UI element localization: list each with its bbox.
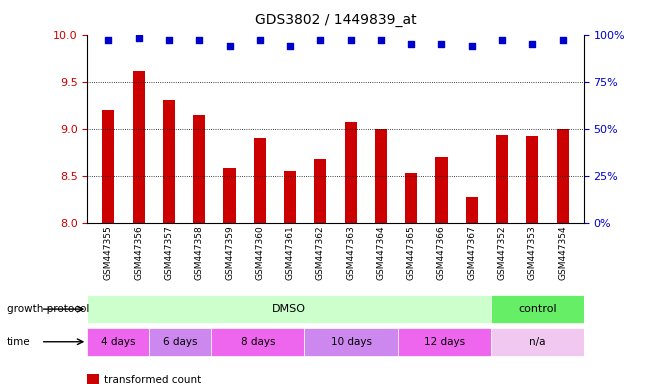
Bar — [163, 101, 175, 223]
Bar — [211, 328, 305, 356]
Bar — [133, 71, 145, 223]
Bar — [496, 135, 508, 223]
Text: 10 days: 10 days — [331, 337, 372, 347]
Bar — [284, 171, 296, 223]
Text: growth protocol: growth protocol — [7, 304, 89, 314]
Text: 8 days: 8 days — [241, 337, 275, 347]
Point — [436, 41, 447, 47]
Point — [134, 35, 144, 41]
Text: 6 days: 6 days — [163, 337, 197, 347]
Bar — [526, 136, 538, 223]
Bar — [150, 328, 211, 356]
Text: transformed count: transformed count — [104, 375, 201, 384]
Text: control: control — [518, 304, 556, 314]
Bar — [87, 328, 150, 356]
Point — [346, 37, 356, 43]
Bar — [405, 173, 417, 223]
Point — [285, 43, 295, 49]
Point — [315, 37, 325, 43]
Bar — [193, 114, 205, 223]
Text: n/a: n/a — [529, 337, 546, 347]
Point — [557, 37, 568, 43]
Text: 4 days: 4 days — [101, 337, 136, 347]
Bar — [87, 295, 491, 323]
Bar — [223, 168, 236, 223]
Text: GDS3802 / 1449839_at: GDS3802 / 1449839_at — [255, 13, 416, 27]
Bar — [435, 157, 448, 223]
Bar — [397, 328, 491, 356]
Point — [224, 43, 235, 49]
Bar — [254, 138, 266, 223]
Point — [406, 41, 417, 47]
Point — [194, 37, 205, 43]
Bar — [103, 110, 115, 223]
Text: DMSO: DMSO — [272, 304, 306, 314]
Point — [527, 41, 537, 47]
Bar — [375, 129, 387, 223]
Bar — [491, 328, 584, 356]
Point — [254, 37, 265, 43]
Bar — [556, 129, 568, 223]
Point — [376, 37, 386, 43]
Bar — [305, 328, 397, 356]
Bar — [345, 122, 357, 223]
Bar — [491, 295, 584, 323]
Text: time: time — [7, 337, 30, 347]
Point — [497, 37, 507, 43]
Text: 12 days: 12 days — [423, 337, 465, 347]
Bar — [314, 159, 326, 223]
Bar — [466, 197, 478, 223]
Point — [103, 37, 114, 43]
Point — [466, 43, 477, 49]
Point — [164, 37, 174, 43]
